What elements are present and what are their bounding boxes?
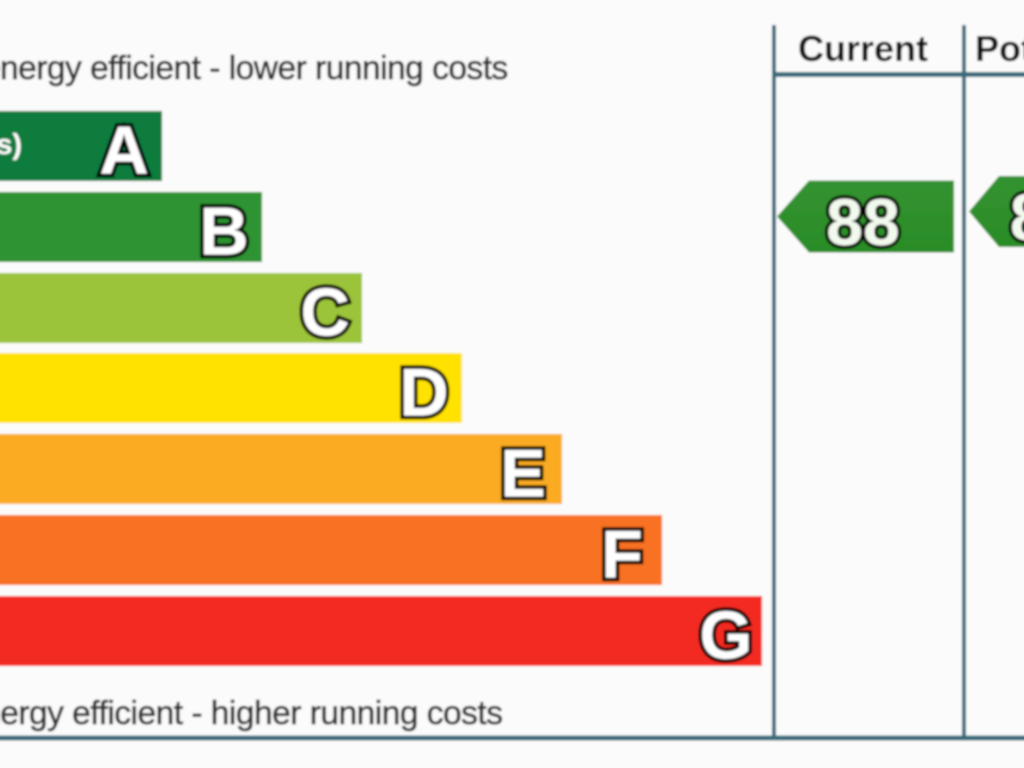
svg-text:Very energy efficient - lower: Very energy efficient - lower running co… bbox=[0, 50, 508, 87]
svg-text:Potential: Potential bbox=[975, 28, 1024, 69]
svg-text:Not energy efficient - higher: Not energy efficient - higher running co… bbox=[0, 695, 502, 732]
svg-text:88: 88 bbox=[826, 185, 899, 259]
svg-text:88: 88 bbox=[1010, 180, 1024, 254]
svg-text:C: C bbox=[300, 275, 349, 351]
svg-text:D: D bbox=[399, 355, 448, 431]
svg-text:B: B bbox=[199, 194, 248, 270]
svg-text:Current: Current bbox=[798, 28, 928, 69]
svg-text:(92 plus): (92 plus) bbox=[0, 129, 22, 161]
svg-text:G: G bbox=[700, 598, 753, 674]
svg-text:F: F bbox=[601, 517, 643, 593]
svg-text:A: A bbox=[99, 113, 148, 189]
svg-text:E: E bbox=[500, 436, 545, 512]
